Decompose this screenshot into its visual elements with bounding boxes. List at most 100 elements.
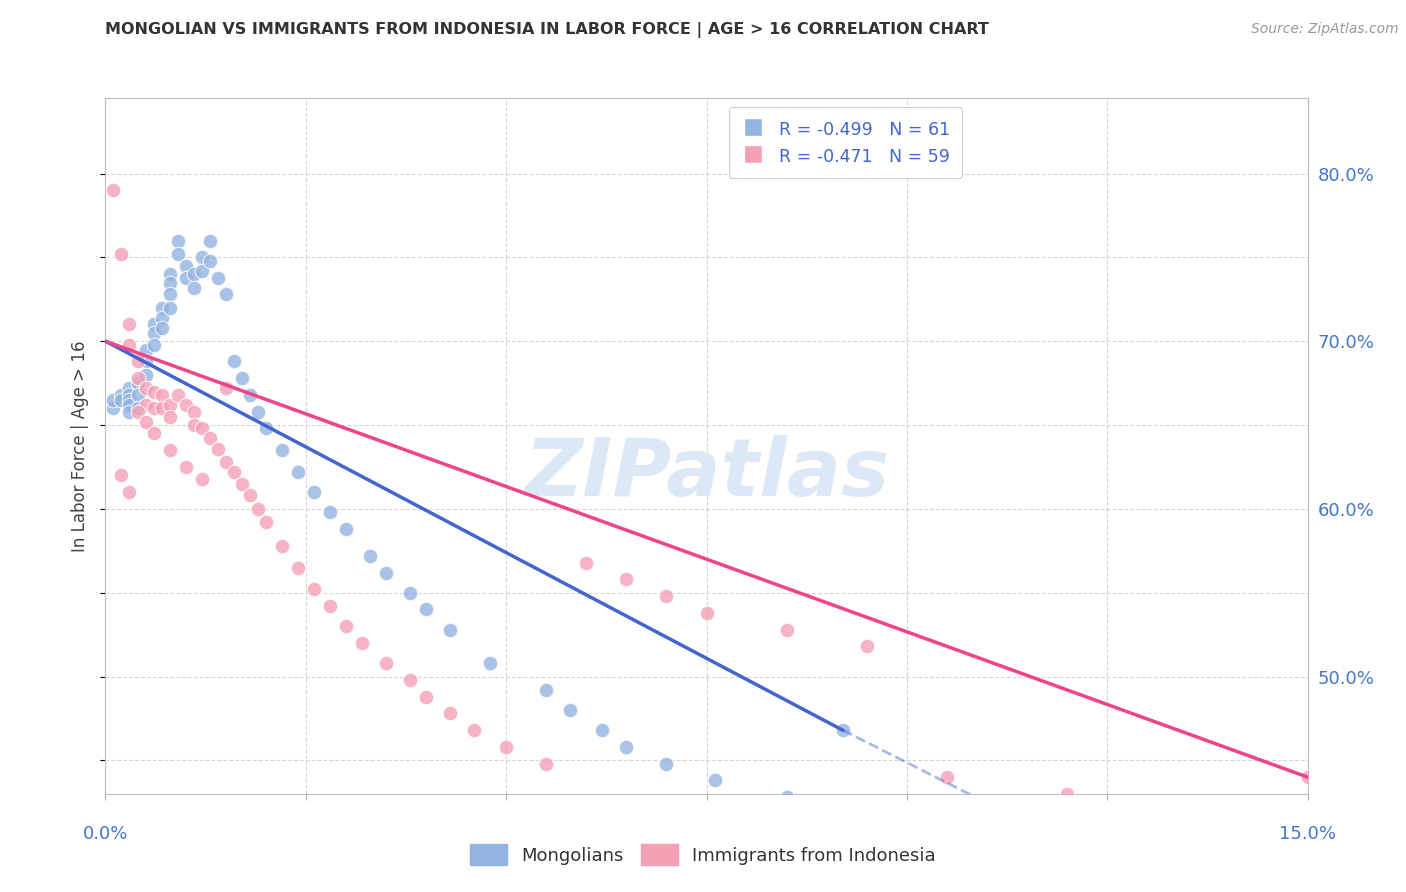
- Point: [287, 560, 309, 574]
- Point: [831, 723, 853, 738]
- Point: [118, 337, 141, 351]
- Point: [166, 247, 188, 261]
- Point: [135, 398, 157, 412]
- Point: [374, 566, 398, 580]
- Point: [142, 337, 165, 351]
- Point: [207, 270, 229, 285]
- Point: [214, 287, 236, 301]
- Point: [575, 556, 598, 570]
- Point: [319, 505, 342, 519]
- Point: [127, 354, 149, 368]
- Point: [415, 690, 437, 704]
- Point: [222, 354, 245, 368]
- Text: 0.0%: 0.0%: [83, 825, 128, 843]
- Point: [159, 267, 181, 281]
- Point: [696, 606, 718, 620]
- Point: [359, 549, 381, 563]
- Point: [127, 404, 149, 418]
- Point: [591, 723, 613, 738]
- Point: [159, 301, 181, 315]
- Point: [127, 376, 149, 391]
- Point: [246, 501, 269, 516]
- Point: [118, 392, 141, 407]
- Point: [118, 318, 141, 332]
- Point: [534, 682, 557, 697]
- Point: [207, 442, 229, 456]
- Point: [936, 770, 959, 784]
- Point: [142, 326, 165, 340]
- Point: [270, 539, 292, 553]
- Point: [616, 572, 638, 586]
- Point: [142, 426, 165, 441]
- Point: [190, 264, 212, 278]
- Point: [127, 371, 149, 385]
- Point: [439, 706, 461, 721]
- Point: [214, 455, 236, 469]
- Point: [374, 656, 398, 670]
- Point: [246, 404, 269, 418]
- Point: [415, 602, 437, 616]
- Point: [150, 301, 173, 315]
- Point: [463, 723, 485, 738]
- Legend: Mongolians, Immigrants from Indonesia: Mongolians, Immigrants from Indonesia: [461, 835, 945, 874]
- Point: [110, 468, 132, 483]
- Point: [198, 253, 221, 268]
- Point: [302, 485, 325, 500]
- Point: [118, 388, 141, 402]
- Point: [135, 368, 157, 382]
- Point: [142, 318, 165, 332]
- Point: [183, 404, 205, 418]
- Point: [118, 404, 141, 418]
- Point: [254, 421, 277, 435]
- Point: [439, 623, 461, 637]
- Text: MONGOLIAN VS IMMIGRANTS FROM INDONESIA IN LABOR FORCE | AGE > 16 CORRELATION CHA: MONGOLIAN VS IMMIGRANTS FROM INDONESIA I…: [105, 22, 990, 38]
- Text: Source: ZipAtlas.com: Source: ZipAtlas.com: [1251, 22, 1399, 37]
- Point: [560, 703, 582, 717]
- Point: [198, 432, 221, 446]
- Point: [302, 582, 325, 597]
- Point: [616, 739, 638, 754]
- Point: [127, 388, 149, 402]
- Point: [103, 401, 125, 416]
- Point: [776, 623, 799, 637]
- Point: [214, 381, 236, 395]
- Point: [239, 388, 262, 402]
- Point: [190, 472, 212, 486]
- Point: [150, 310, 173, 325]
- Point: [135, 381, 157, 395]
- Point: [495, 739, 517, 754]
- Point: [319, 599, 342, 613]
- Point: [110, 392, 132, 407]
- Point: [150, 320, 173, 334]
- Point: [142, 401, 165, 416]
- Point: [479, 656, 502, 670]
- Point: [1177, 804, 1199, 818]
- Point: [118, 381, 141, 395]
- Point: [150, 388, 173, 402]
- Point: [776, 790, 799, 805]
- Point: [118, 398, 141, 412]
- Point: [254, 516, 277, 530]
- Point: [190, 421, 212, 435]
- Point: [174, 259, 197, 273]
- Point: [231, 371, 253, 385]
- Point: [335, 522, 357, 536]
- Point: [127, 401, 149, 416]
- Point: [335, 619, 357, 633]
- Point: [183, 267, 205, 281]
- Y-axis label: In Labor Force | Age > 16: In Labor Force | Age > 16: [72, 340, 90, 552]
- Point: [135, 354, 157, 368]
- Point: [190, 251, 212, 265]
- Point: [655, 589, 678, 603]
- Point: [703, 773, 725, 788]
- Point: [1296, 770, 1319, 784]
- Point: [239, 488, 262, 502]
- Point: [159, 443, 181, 458]
- Point: [534, 756, 557, 771]
- Point: [174, 398, 197, 412]
- Point: [142, 384, 165, 399]
- Legend: R = -0.499   N = 61, R = -0.471   N = 59: R = -0.499 N = 61, R = -0.471 N = 59: [728, 107, 962, 178]
- Point: [198, 234, 221, 248]
- Point: [174, 270, 197, 285]
- Point: [166, 234, 188, 248]
